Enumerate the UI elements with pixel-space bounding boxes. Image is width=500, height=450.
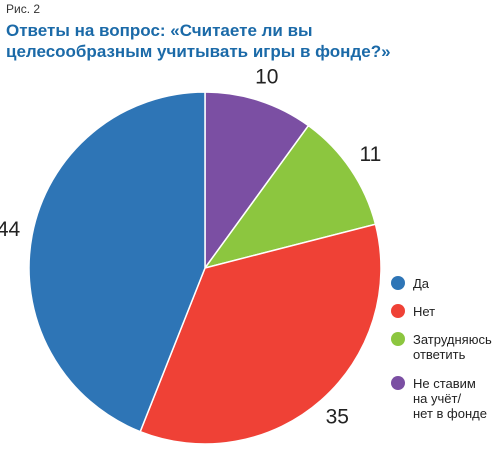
legend-item-no: Нет [391, 304, 435, 319]
data-label-no: 35 [326, 406, 349, 429]
legend-label-unsure: Затрудняюсь ответить [413, 332, 492, 362]
pie-slice-no [139, 223, 382, 445]
legend-swatch-not-registered [391, 376, 405, 390]
chart-title-line-1: Ответы на вопрос: «Считаете ли вы [6, 21, 313, 40]
legend-label-no-line-1: Нет [413, 304, 436, 319]
legend-item-yes: Да [391, 276, 429, 291]
legend-label-not-registered-line-2: на учёт/ [413, 391, 462, 406]
legend-label-not-registered: Не ставим на учёт/ нет в фонде [413, 376, 487, 421]
data-label-unsure: 11 [360, 143, 382, 166]
legend-swatch-no [391, 304, 405, 318]
legend-label-no: Нет [413, 304, 435, 319]
legend-label-not-registered-line-1: Не ставим [413, 376, 476, 391]
data-label-not-registered: 10 [255, 65, 278, 88]
legend-label-yes: Да [413, 276, 429, 291]
data-label-yes: 44 [0, 218, 21, 241]
figure-label: Рис. 2 [6, 2, 41, 16]
pie-slice-not-registered [204, 91, 310, 271]
legend-item-not-registered: Не ставим на учёт/ нет в фонде [391, 376, 487, 421]
pie-slice-unsure [203, 124, 377, 270]
legend-label-unsure-line-1: Затрудняюсь [413, 332, 492, 347]
legend-swatch-unsure [391, 332, 405, 346]
legend-label-yes-line-1: Да [413, 276, 430, 291]
pie-slice-yes [28, 91, 206, 433]
chart-title-line-2: целесообразным учитывать игры в фонде?» [6, 42, 391, 61]
legend-label-unsure-line-2: ответить [413, 347, 466, 362]
legend-item-unsure: Затрудняюсь ответить [391, 332, 492, 362]
chart-title: Ответы на вопрос: «Считаете ли вы целесо… [6, 20, 486, 62]
legend-label-not-registered-line-3: нет в фонде [413, 406, 487, 421]
legend-swatch-yes [391, 276, 405, 290]
